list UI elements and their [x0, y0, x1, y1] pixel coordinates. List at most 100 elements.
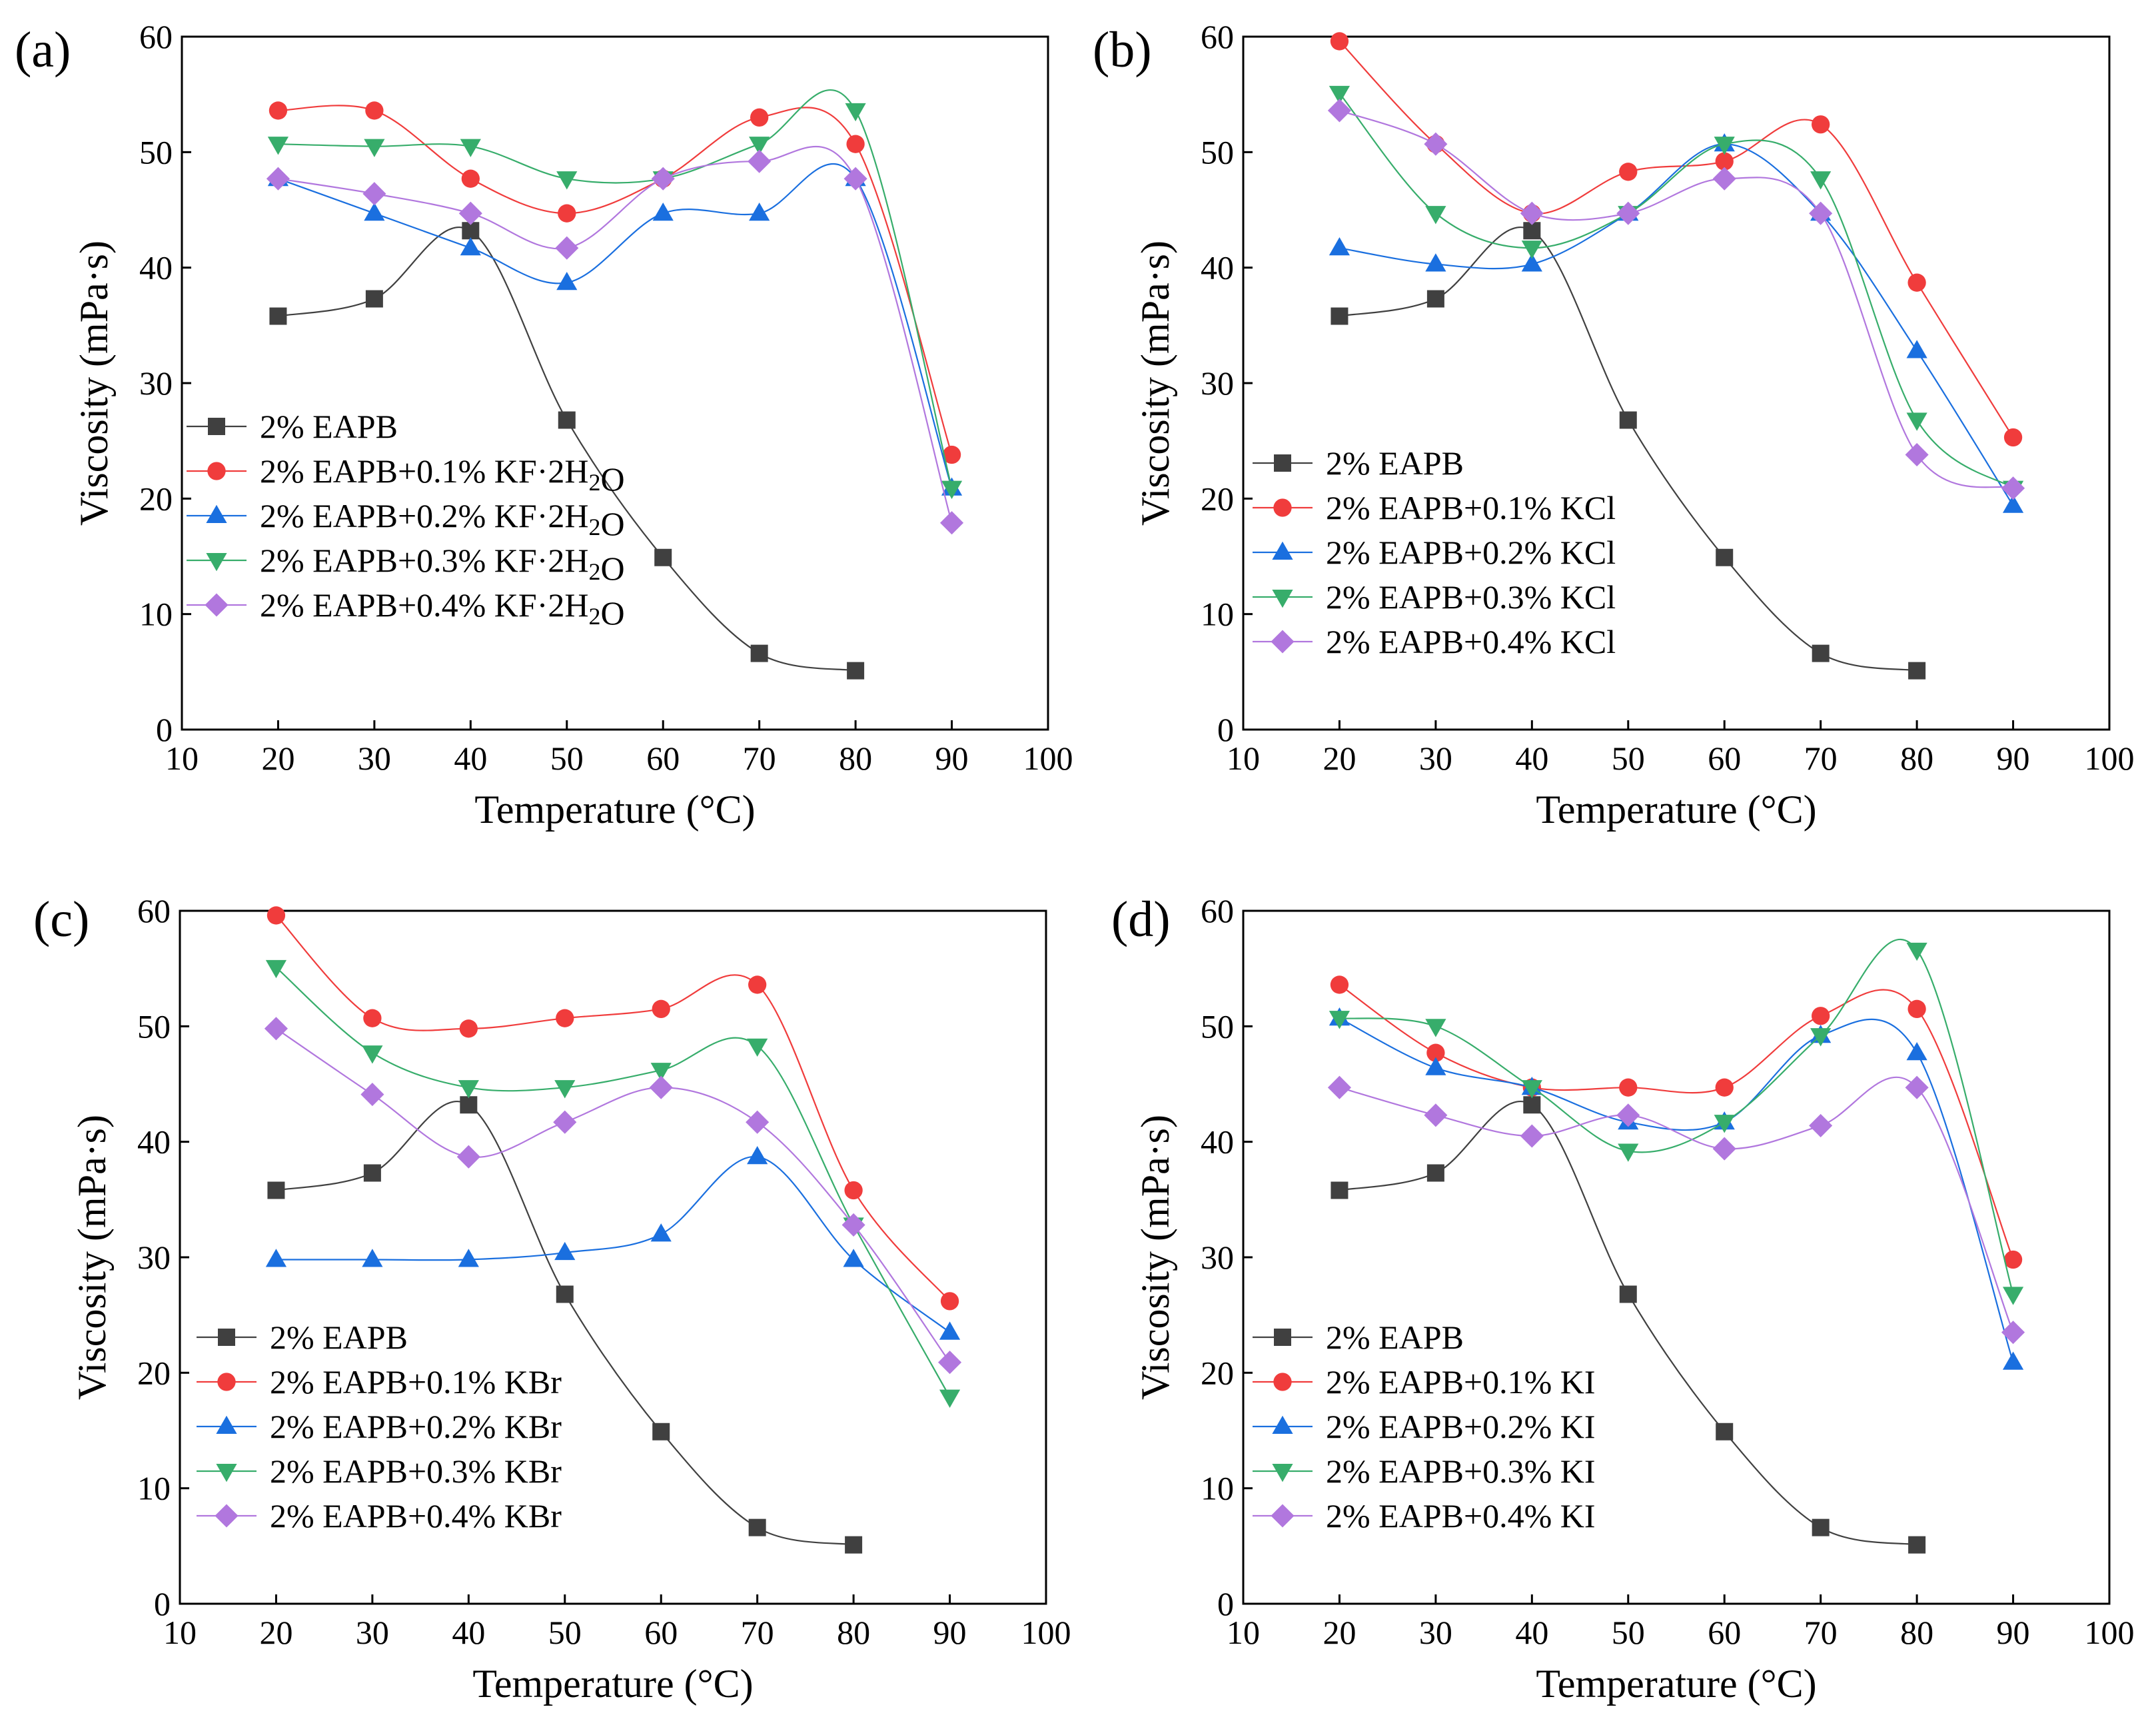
data-point	[1714, 1115, 1735, 1133]
legend-item: 2% EAPB+0.2% KF·2H2O	[187, 497, 625, 542]
data-point	[748, 975, 767, 994]
legend-label: 2% EAPB+0.1% KCl	[1326, 489, 1616, 526]
series-1	[1331, 1096, 1926, 1554]
data-point	[265, 1249, 287, 1267]
data-point	[365, 101, 384, 120]
data-point	[264, 1017, 288, 1041]
legend-item: 2% EAPB+0.4% KF·2H2O	[187, 586, 625, 632]
data-point	[554, 1241, 576, 1261]
data-point	[1521, 1080, 1542, 1099]
y-tick-label: 0	[154, 1585, 171, 1622]
y-tick-label: 40	[1201, 249, 1234, 287]
data-point	[747, 1145, 768, 1165]
data-point	[1616, 1103, 1640, 1127]
data-point	[1907, 999, 1926, 1018]
series-line	[275, 915, 951, 1302]
y-tick-label: 20	[137, 1354, 171, 1391]
data-point	[556, 171, 578, 190]
data-point	[649, 1075, 673, 1099]
data-point	[1520, 201, 1544, 225]
data-point	[2002, 1287, 2024, 1305]
legend-item: 2% EAPB+0.2% KI	[1253, 1408, 1596, 1445]
y-tick-label: 40	[137, 1123, 171, 1161]
series-line	[1339, 984, 2014, 1260]
legend-marker	[216, 1463, 237, 1482]
data-point	[558, 204, 576, 223]
legend-marker	[1274, 454, 1291, 472]
data-point	[267, 906, 286, 925]
chart-panel-2: (b)10 20 30 40 50 60 70 80 90 1000102030405060Tem…	[1093, 18, 2135, 832]
legend-marker	[206, 552, 227, 572]
data-point	[938, 1351, 962, 1375]
x-tick-label: 30	[1419, 740, 1452, 777]
x-tick-label: 30	[358, 740, 391, 777]
data-point	[1330, 32, 1349, 51]
legend-marker	[208, 418, 225, 435]
legend: 2% EAPB 2% EAPB+0.1% KBr 2% EAPB+0.2% KBr 2…	[197, 1319, 562, 1534]
chart-panel-4: (d)10 20 30 40 50 60 70 80 90 1000102030405060Tem…	[1111, 891, 2135, 1706]
data-point	[555, 236, 579, 260]
legend-label: 2% EAPB+0.1% KBr	[270, 1363, 562, 1401]
y-tick-label: 10	[1201, 1470, 1234, 1507]
data-point	[1331, 307, 1348, 325]
x-axis-title: Temperature (°C)	[474, 788, 755, 832]
x-tick-label: 50	[1612, 1614, 1645, 1651]
y-tick-label: 10	[1201, 596, 1234, 633]
legend-item: 2% EAPB+0.4% KI	[1253, 1497, 1596, 1534]
x-tick-label: 10	[165, 740, 199, 777]
legend-label: 2% EAPB+0.4% KF·2H2O	[260, 586, 625, 632]
series-5	[1327, 1075, 2025, 1345]
data-point	[269, 307, 287, 325]
legend-marker	[215, 1504, 239, 1528]
legend-label: 2% EAPB+0.2% KBr	[270, 1408, 562, 1445]
data-point	[364, 202, 385, 221]
data-point	[1424, 132, 1448, 156]
legend: 2% EAPB 2% EAPB+0.1% KI 2% EAPB+0.2% KI 2% …	[1253, 1319, 1596, 1534]
data-point	[459, 1019, 478, 1038]
legend-label: 2% EAPB	[270, 1319, 408, 1356]
data-point	[265, 959, 287, 979]
data-point	[650, 1063, 672, 1081]
x-tick-label: 100	[2085, 1614, 2135, 1651]
legend-label: 2% EAPB+0.2% KCl	[1326, 534, 1616, 571]
data-point	[652, 999, 670, 1018]
y-tick-label: 40	[1201, 1123, 1234, 1161]
legend-marker	[1271, 1504, 1295, 1528]
data-point	[460, 1096, 478, 1114]
data-point	[1712, 1137, 1736, 1161]
legend-item: 2% EAPB+0.1% KF·2H2O	[187, 452, 625, 498]
data-point	[1425, 1019, 1446, 1037]
legend-label: 2% EAPB+0.4% KBr	[270, 1497, 562, 1534]
legend-item: 2% EAPB+0.2% KBr	[197, 1408, 562, 1445]
x-tick-label: 40	[452, 1614, 485, 1651]
x-tick-label: 70	[743, 740, 776, 777]
panel-label: (c)	[33, 891, 89, 947]
legend-item: 2% EAPB+0.3% KCl	[1253, 578, 1616, 616]
data-point	[1906, 942, 1927, 961]
data-point	[1426, 290, 1444, 308]
data-point	[1809, 1113, 1833, 1137]
data-point	[2003, 1250, 2023, 1269]
legend-item: 2% EAPB	[187, 408, 398, 445]
data-point	[1715, 1078, 1734, 1097]
series-line	[1339, 93, 2014, 489]
legend-marker	[1271, 630, 1295, 654]
data-point	[556, 1285, 574, 1303]
legend-label: 2% EAPB+0.2% KF·2H2O	[260, 497, 625, 542]
legend-marker	[1272, 1463, 1293, 1482]
legend-label: 2% EAPB+0.3% KF·2H2O	[260, 542, 625, 587]
data-point	[1425, 206, 1446, 225]
data-point	[1906, 1041, 1927, 1061]
data-point	[362, 182, 386, 206]
series-line	[1339, 109, 2013, 489]
data-point	[1905, 1075, 1929, 1099]
data-point	[1425, 253, 1446, 272]
legend-label: 2% EAPB+0.2% KI	[1326, 1408, 1596, 1445]
series-2	[1330, 975, 2023, 1269]
x-tick-label: 10	[1227, 1614, 1260, 1651]
data-point	[1716, 548, 1734, 566]
data-point	[845, 103, 866, 122]
data-point	[1812, 115, 1830, 134]
